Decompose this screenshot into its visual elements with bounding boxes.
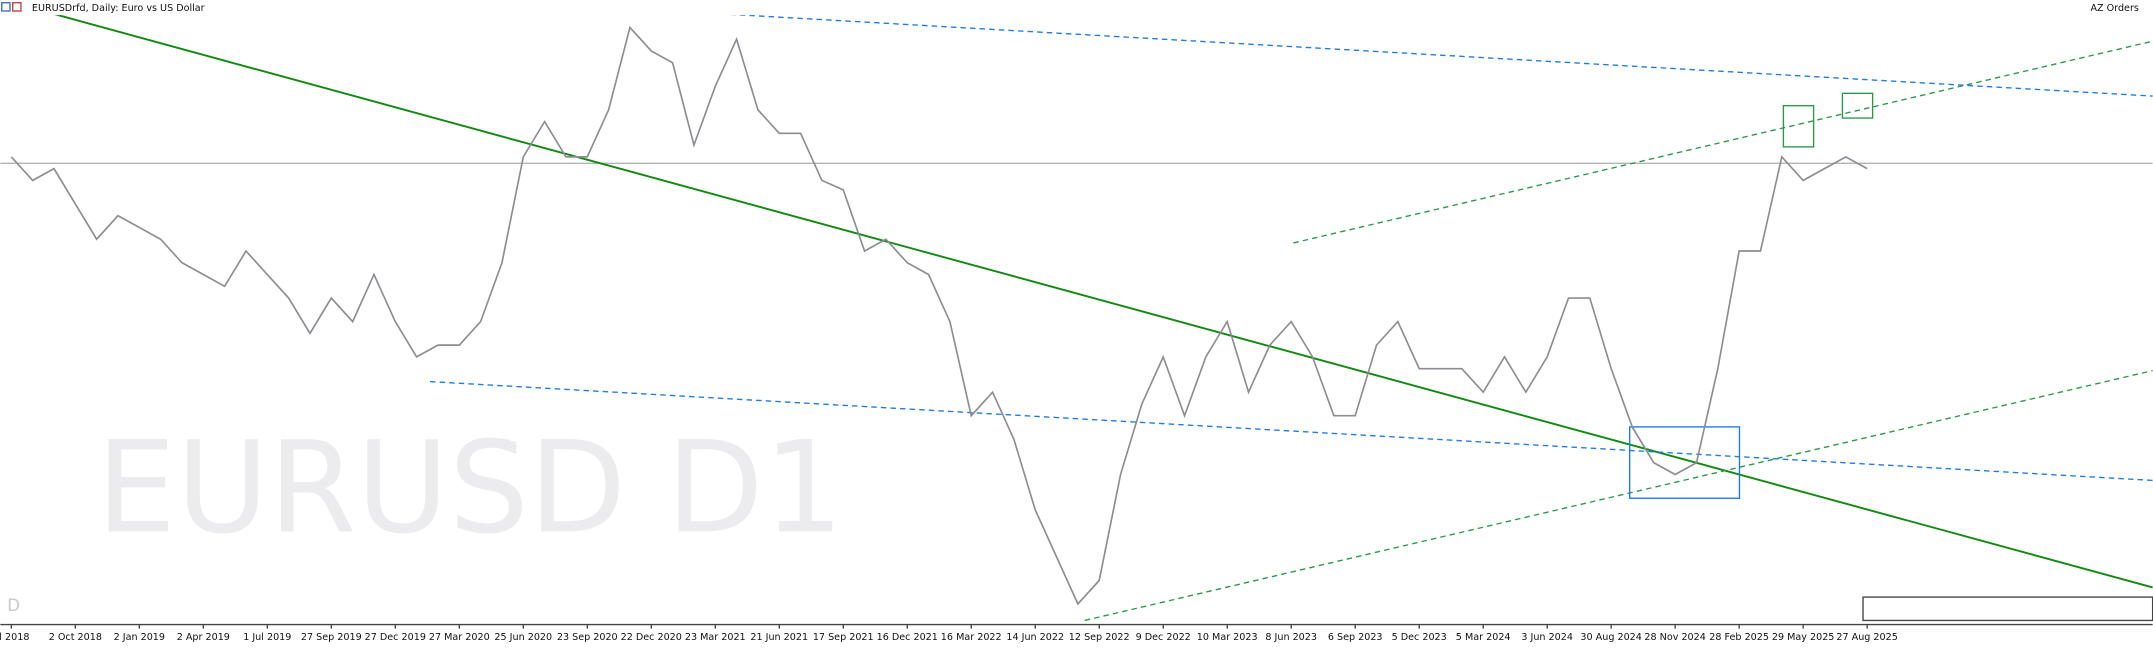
icon[interactable] xyxy=(1,2,11,12)
x-tick-label: 27 Dec 2019 xyxy=(365,632,426,643)
zone-box xyxy=(1782,105,1815,148)
x-tick-label: 27 Mar 2020 xyxy=(429,632,490,643)
x-tick-label: 23 Mar 2021 xyxy=(685,632,746,643)
x-tick-label: 10 Mar 2023 xyxy=(1197,632,1258,643)
icon[interactable] xyxy=(12,2,22,12)
channel-line xyxy=(1293,40,2153,244)
x-tick-label: 22 Dec 2020 xyxy=(621,632,682,643)
x-tick-label: ul 2018 xyxy=(0,632,29,643)
zone-box xyxy=(1628,426,1741,499)
x-tick-label: 30 Aug 2024 xyxy=(1580,632,1641,643)
x-tick-label: 2 Apr 2019 xyxy=(177,632,230,643)
x-tick-label: 28 Nov 2024 xyxy=(1644,632,1705,643)
input-box[interactable] xyxy=(1862,596,2153,622)
header-bar xyxy=(0,0,2153,16)
channel-line xyxy=(480,0,2153,97)
x-tick-label: 27 Sep 2019 xyxy=(301,632,362,643)
x-tick-label: 14 Jun 2022 xyxy=(1006,632,1064,643)
x-tick-label: 17 Sep 2021 xyxy=(813,632,874,643)
x-tick-label: 8 Jun 2023 xyxy=(1265,632,1317,643)
x-tick-label: 6 Sep 2023 xyxy=(1328,632,1383,643)
x-tick-label: 21 Jun 2021 xyxy=(750,632,808,643)
x-ticks: ul 2018 2 Oct 2018 2 Jan 2019 2 Apr 2019 1 J… xyxy=(0,624,1898,643)
x-tick-label: 23 Sep 2020 xyxy=(557,632,618,643)
x-tick-label: 16 Dec 2021 xyxy=(877,632,938,643)
corner-label: D xyxy=(7,596,20,615)
x-tick-label: 27 Aug 2025 xyxy=(1836,632,1897,643)
trend-line xyxy=(27,5,2153,589)
x-tick-label: 16 Mar 2022 xyxy=(941,632,1002,643)
x-tick-label: 12 Sep 2022 xyxy=(1069,632,1130,643)
zone-box xyxy=(1841,92,1874,119)
x-tick-label: 1 Jul 2019 xyxy=(243,632,291,643)
panel-label[interactable]: AZ Orders xyxy=(2090,3,2138,14)
x-tick-label: 5 Mar 2024 xyxy=(1456,632,1511,643)
channel-line xyxy=(1084,369,2153,622)
x-tick-label: 9 Dec 2022 xyxy=(1136,632,1191,643)
x-tick-label: 2 Jan 2019 xyxy=(114,632,165,643)
x-tick-label: 3 Jun 2024 xyxy=(1521,632,1573,643)
x-tick-label: 28 Feb 2025 xyxy=(1709,632,1769,643)
x-tick-label: 29 May 2025 xyxy=(1772,632,1835,643)
x-tick-label: 25 Jun 2020 xyxy=(494,632,552,643)
plot xyxy=(10,25,1868,606)
x-tick-label: 2 Oct 2018 xyxy=(49,632,102,643)
chart-title: EURUSDrfd, Daily: Euro vs US Dollar xyxy=(32,3,205,14)
x-tick-label: 5 Dec 2023 xyxy=(1392,632,1447,643)
watermark: EURUSD D1 xyxy=(96,415,843,562)
price-series xyxy=(10,25,1868,606)
